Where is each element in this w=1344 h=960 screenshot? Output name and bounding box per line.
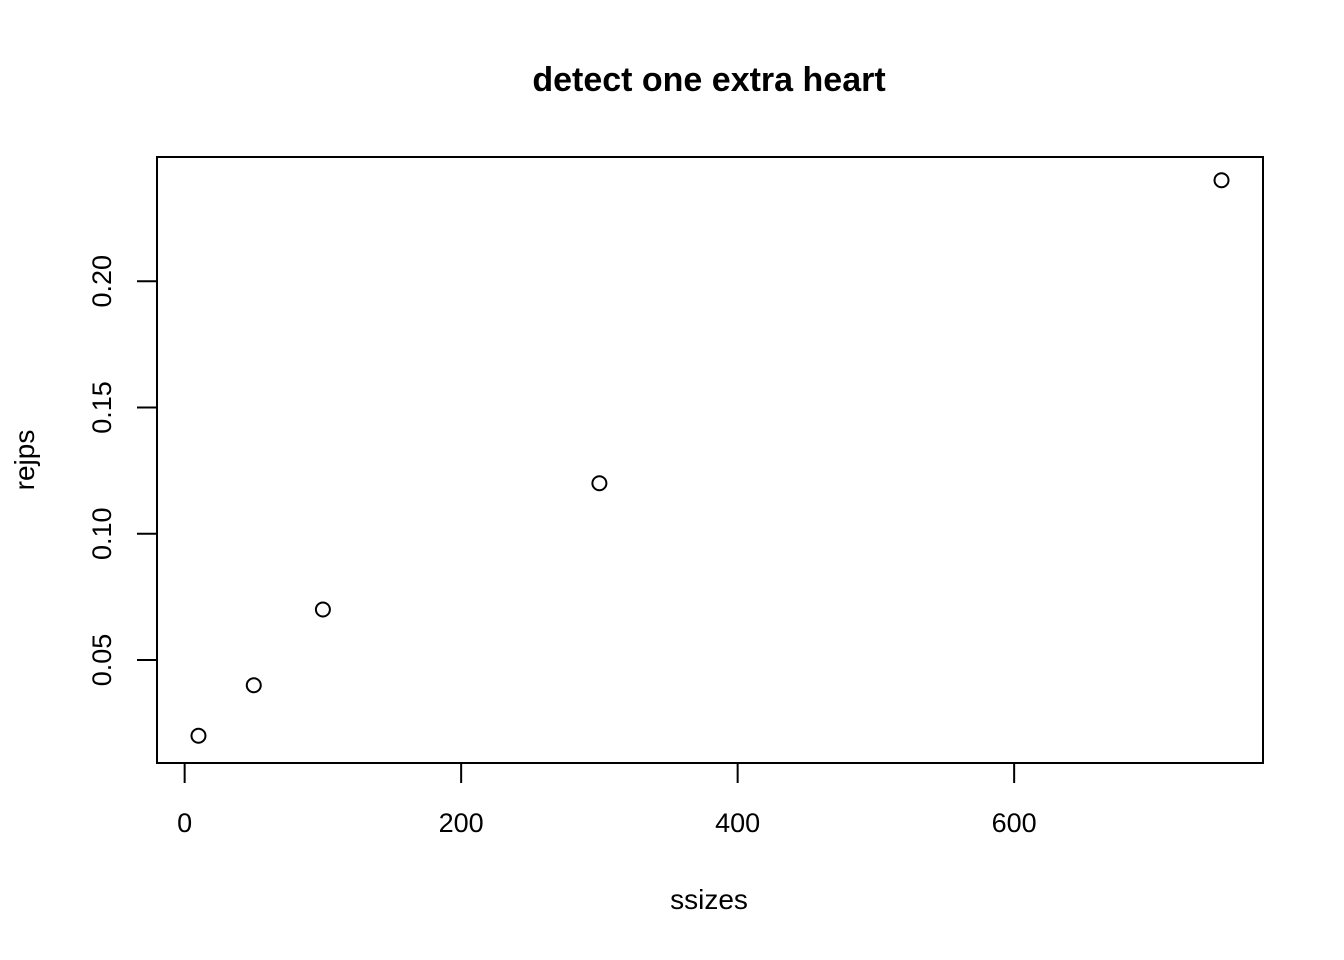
x-tick-label: 0: [177, 808, 192, 838]
data-point: [1213, 172, 1230, 189]
plot-frame: [156, 156, 1264, 764]
x-tick-label: 600: [992, 808, 1037, 838]
data-point: [314, 601, 331, 618]
data-point: [190, 727, 207, 744]
data-point: [245, 677, 262, 694]
chart-title: detect one extra heart: [532, 61, 885, 99]
x-axis-label: ssizes: [670, 884, 748, 915]
y-tick-label: 0.10: [87, 507, 117, 560]
y-tick-label: 0.15: [87, 381, 117, 434]
y-axis-label: rejps: [9, 430, 40, 491]
y-tick-label: 0.05: [87, 634, 117, 687]
y-tick-label: 0.20: [87, 255, 117, 308]
x-tick-label: 200: [439, 808, 484, 838]
data-points: [190, 172, 1230, 744]
x-axis: 0 200 400 600: [177, 762, 1037, 838]
y-axis: 0.05 0.10 0.15 0.20: [87, 255, 158, 687]
x-tick-label: 400: [715, 808, 760, 838]
data-point: [591, 475, 608, 492]
